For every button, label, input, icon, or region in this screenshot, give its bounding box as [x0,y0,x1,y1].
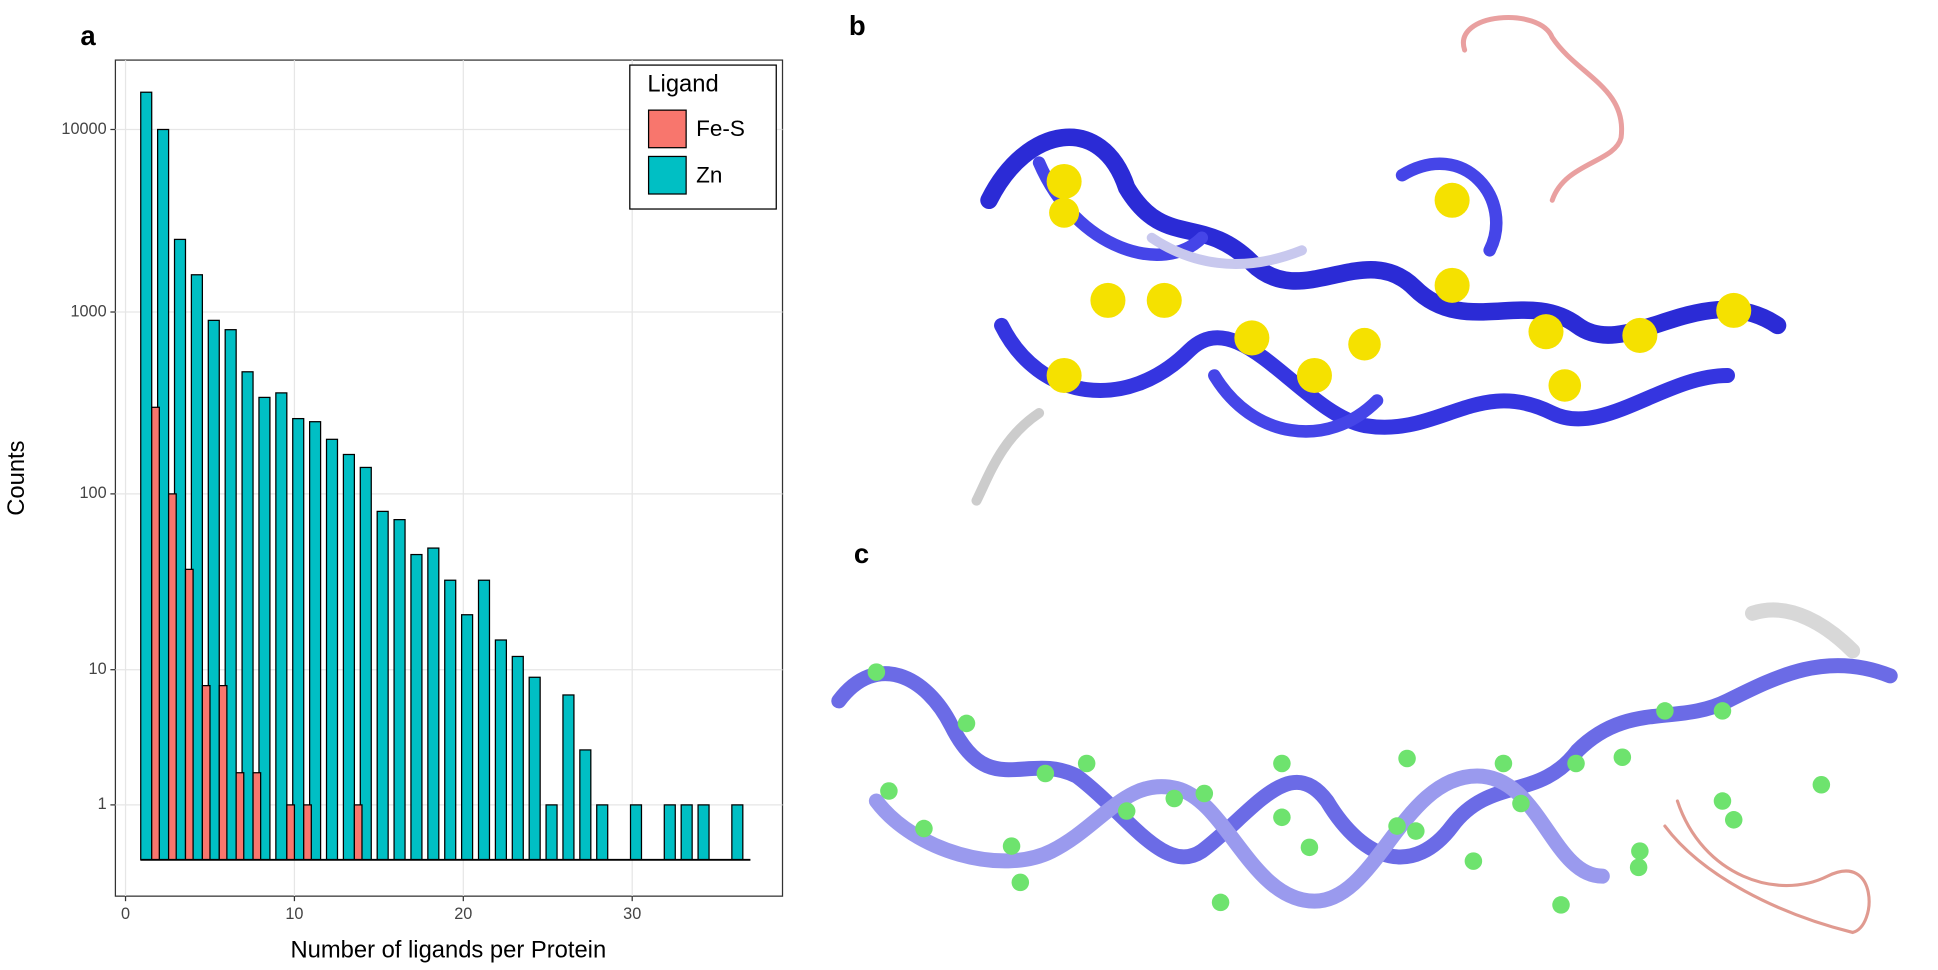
bar [286,804,296,861]
y-tick-label: 1000 [70,302,106,320]
bar [252,772,262,861]
bar [292,417,305,861]
bar [596,804,609,861]
bar [376,510,389,861]
legend-swatch [647,155,687,195]
ribbon [971,408,1045,506]
y-tick-label: 100 [79,484,106,502]
bar [444,579,457,861]
protein-structure-b [971,15,1787,506]
panel-label: a [80,20,96,51]
bar [359,466,372,861]
y-tick-label: 10 [89,660,107,678]
ribbon [994,317,1735,435]
x-axis-title: Number of ligands per Protein [290,937,606,964]
bar [235,772,245,861]
bar [477,579,491,861]
bar [275,392,288,861]
bar [303,804,312,861]
ribbon [980,128,1787,344]
ribbon [1146,232,1307,269]
bar [562,694,575,861]
bar [629,804,643,861]
bar [140,91,153,861]
legend-label: Fe-S [696,116,745,141]
legend: Ligand Fe-S Zn [629,64,777,210]
ribbon [1460,15,1625,203]
x-tick-label: 30 [623,905,641,923]
bar [151,406,160,861]
bar [342,453,356,861]
ribbon [868,768,1610,909]
bar [680,804,693,861]
bar [427,547,440,861]
bar [460,614,474,861]
bar [511,655,524,861]
bar [579,749,592,861]
y-axis-title: Counts [3,440,30,515]
panel-label: b [849,10,866,41]
x-tick-label: 10 [285,905,303,923]
bar [663,804,676,861]
bar [494,639,508,861]
bar [308,421,322,861]
ribbon [1745,602,1861,659]
panel-label: c [854,538,869,569]
bar [201,684,211,861]
bar [167,493,177,861]
bar [218,684,228,861]
ribbon [1663,799,1871,935]
bar [325,438,339,861]
y-tick-label: 10000 [61,120,106,138]
bar [697,804,710,861]
bar [731,804,744,861]
bar [184,568,194,861]
bar [545,804,558,861]
ribbon [831,658,1898,865]
bar [528,676,541,861]
bar [410,553,423,861]
y-tick-label: 1 [98,795,107,813]
bar [353,804,363,861]
protein-structure-c [831,602,1898,935]
legend-label: Zn [696,162,722,187]
x-tick-label: 0 [121,905,130,923]
x-tick-label: 20 [454,905,472,923]
plot: 1 10 100 1000 10000 0 10 20 30 [61,60,783,923]
legend-swatch [647,109,687,149]
bar [393,519,406,861]
legend-title: Ligand [647,70,718,97]
